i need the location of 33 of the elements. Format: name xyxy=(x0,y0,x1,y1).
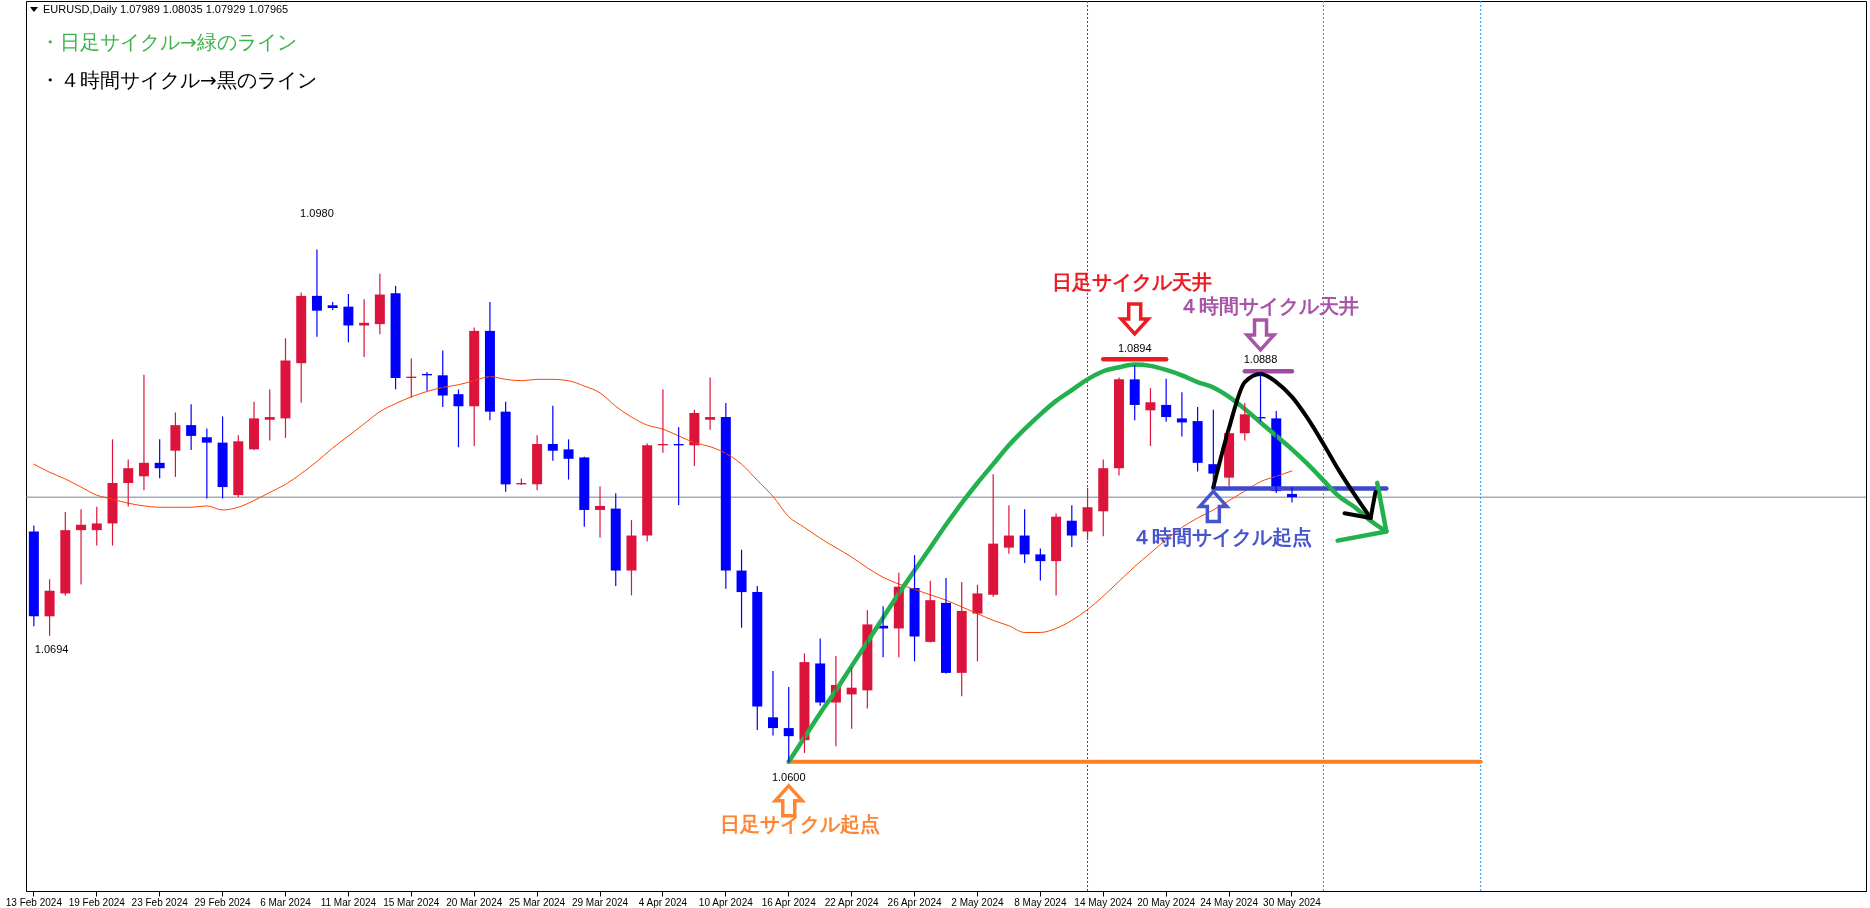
x-tick-label: 30 May 2024 xyxy=(1263,896,1322,908)
x-tick-label: 29 Mar 2024 xyxy=(571,896,629,908)
annotation: 1.0980 xyxy=(300,207,334,220)
x-tick-label: 2 May 2024 xyxy=(951,896,1005,908)
x-tick-label: 14 May 2024 xyxy=(1074,896,1133,908)
annotation: 1.0600 xyxy=(771,770,806,783)
x-tick-label: 29 Feb 2024 xyxy=(194,896,252,908)
x-tick-label: 8 May 2024 xyxy=(1014,896,1067,908)
x-tick-label: 13 Feb 2024 xyxy=(5,896,63,908)
x-tick-label: 6 Mar 2024 xyxy=(260,896,312,908)
x-tick-label: 25 Mar 2024 xyxy=(509,896,566,908)
annotation: ・日足サイクル→緑のライン xyxy=(40,30,297,54)
x-tick-label: 24 May 2024 xyxy=(1200,896,1259,908)
x-tick-label: 11 Mar 2024 xyxy=(320,896,377,908)
annotation: ４時間サイクル起点 xyxy=(1132,525,1313,550)
x-tick-label: 20 Mar 2024 xyxy=(446,896,503,908)
x-tick-label: 4 Apr 2024 xyxy=(638,896,688,908)
annotation: 日足サイクル起点 xyxy=(719,811,880,836)
x-tick-label: 26 Apr 2024 xyxy=(887,896,942,908)
annotation: ・４時間サイクル→黒のライン xyxy=(40,68,317,92)
annotation: 1.0694 xyxy=(34,643,69,656)
annotation: 1.0888 xyxy=(1243,352,1278,365)
annotation: 日足サイクル天井 xyxy=(1051,269,1212,294)
x-tick-label: 15 Mar 2024 xyxy=(383,896,440,908)
x-tick-label: 23 Feb 2024 xyxy=(131,896,189,908)
x-tick-label: 16 Apr 2024 xyxy=(761,896,817,908)
x-tick-label: 22 Apr 2024 xyxy=(824,896,880,908)
x-tick-label: 19 Feb 2024 xyxy=(68,896,126,908)
annotation: ４時間サイクル天井 xyxy=(1178,293,1359,318)
x-tick-label: 20 May 2024 xyxy=(1137,896,1196,908)
x-tick-label: 10 Apr 2024 xyxy=(698,896,754,908)
annotation: 1.0894 xyxy=(1117,341,1152,354)
chart-title: EURUSD,Daily 1.07989 1.08035 1.07929 1.07965 xyxy=(43,2,289,15)
